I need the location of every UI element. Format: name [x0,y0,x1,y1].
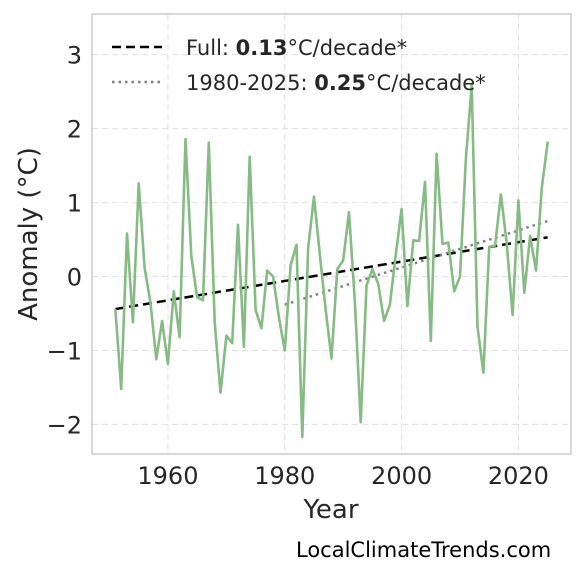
x-tick-label: 2000 [371,462,432,490]
recent-trend-line [284,219,549,306]
y-tick-label: 1 [67,190,82,218]
y-tick-label: −2 [47,411,82,439]
plot-frame [91,13,572,455]
grid-layer [92,14,571,454]
legend-full-prefix: Full: [186,36,236,60]
y-axis-label: Anomaly (°C) [14,147,44,321]
legend: Full: 0.13°C/decade* 1980-2025: 0.25°C/d… [112,36,486,95]
legend-recent-value: 0.25 [314,71,366,95]
x-tick-label: 1980 [254,462,315,490]
y-tick-label: 2 [67,116,82,144]
y-tick-label: 0 [67,264,82,292]
series-layer [114,84,549,439]
x-tick-label: 2020 [488,462,549,490]
tick-layer: 1960 1980 2000 2020 −2 −1 0 1 2 3 [47,42,549,490]
legend-recent-prefix: 1980-2025: [186,71,314,95]
legend-recent-suffix: °C/decade* [366,71,486,95]
x-tick-label: 1960 [137,462,198,490]
legend-recent-text: 1980-2025: 0.25°C/decade* [186,71,486,95]
watermark-text: LocalClimateTrends.com [296,538,552,562]
anomaly-series-line [114,84,549,439]
legend-full-text: Full: 0.13°C/decade* [186,36,407,60]
y-tick-label: −1 [47,337,82,365]
y-tick-label: 3 [67,42,82,70]
x-axis-label: Year [302,495,358,525]
legend-full-value: 0.13 [236,36,288,60]
legend-full-suffix: °C/decade* [288,36,408,60]
